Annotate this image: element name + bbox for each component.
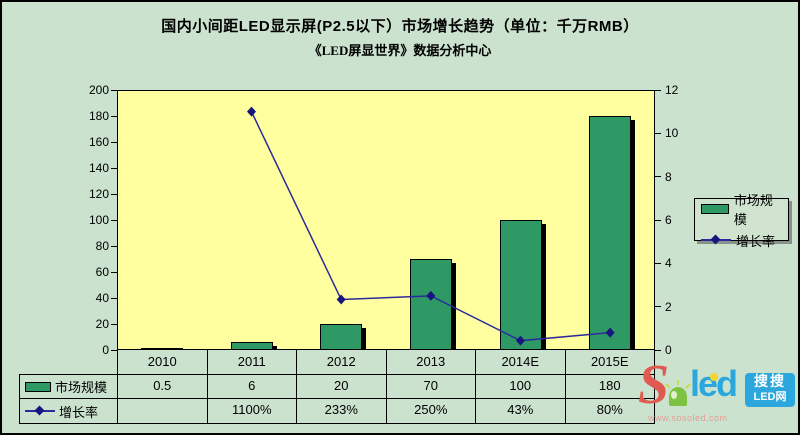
- x-axis-category-row: 2010 2011 2012 2013 2014E 2015E: [117, 350, 655, 374]
- left-axis-tick-mark: [111, 245, 117, 247]
- x-axis-label-2015E: 2015E: [590, 354, 629, 369]
- bar-2011: [230, 342, 273, 350]
- left-axis-tick-label: 0: [102, 343, 109, 357]
- left-axis-tick-label: 140: [88, 161, 109, 175]
- table-cell: 80%: [596, 402, 623, 417]
- right-axis-tick-mark: [655, 176, 661, 178]
- table-bar-swatch: [25, 381, 51, 392]
- left-axis-tick-label: 100: [88, 213, 109, 227]
- left-axis-tick-label: 160: [88, 135, 109, 149]
- bar-2012: [320, 324, 363, 350]
- logo-cn-badge: 搜搜 LED网: [745, 373, 795, 407]
- right-axis-tick-mark: [655, 306, 661, 308]
- bar-2010: [140, 348, 183, 350]
- right-axis-tick-label: 8: [665, 169, 672, 184]
- led-bulb-icon: [665, 379, 691, 414]
- logo-letter-s: S: [638, 354, 670, 416]
- legend-item-bar: 市场规模: [701, 190, 782, 228]
- data-table: 市场规模 0.5 6 20 70 100 180 增长率 1100% 233% 250% 43% 80%: [19, 374, 655, 424]
- left-axis-tick-label: 60: [95, 265, 109, 279]
- legend-line-swatch: [701, 234, 731, 245]
- table-cell: 100: [476, 375, 566, 398]
- logo-cn-top: 搜搜: [754, 373, 786, 389]
- legend-label: 增长率: [736, 233, 776, 249]
- right-axis-tick-label: 12: [665, 83, 679, 97]
- table-row-label: 增长率: [59, 404, 99, 420]
- left-axis-tick-label: 200: [88, 83, 109, 97]
- table-row-market-size: 市场规模 0.5 6 20 70 100 180: [20, 375, 654, 399]
- chart-title: 国内小间距LED显示屏(P2.5以下）市场增长趋势（单位：千万RMB）: [161, 18, 639, 35]
- x-axis-label-2013: 2013: [387, 350, 476, 374]
- x-axis-label-2014E: 2014E: [476, 350, 566, 374]
- table-cell: 233%: [297, 399, 387, 423]
- table-line-diamond: [34, 405, 45, 416]
- left-axis-tick-mark: [111, 219, 117, 221]
- line-marker-diamond: [605, 327, 615, 338]
- legend-line-diamond: [710, 234, 721, 245]
- left-axis-tick-mark: [111, 89, 117, 91]
- left-axis-tick-mark: [111, 141, 117, 143]
- right-axis-tick-label: 2: [665, 299, 672, 314]
- left-axis-tick-label: 120: [88, 187, 109, 201]
- left-axis-tick-mark: [111, 323, 117, 325]
- line-marker-diamond: [426, 290, 436, 301]
- table-row-label: 市场规模: [55, 380, 108, 395]
- left-axis-tick-mark: [111, 297, 117, 299]
- right-axis-tick-mark: [655, 219, 661, 221]
- bar-2015E: [589, 116, 632, 350]
- table-cell: 180: [598, 378, 621, 393]
- table-cell: 20: [297, 375, 387, 398]
- left-axis-tick-label: 40: [95, 291, 109, 305]
- table-cell: 0.5: [118, 375, 208, 398]
- legend-bar-swatch: [701, 203, 729, 214]
- chart-subtitle: 《LED屏显世界》数据分析中心: [308, 43, 492, 58]
- left-axis-tick-mark: [111, 271, 117, 273]
- watermark-logo: S led www.sosoled.com 搜搜 LED网: [638, 355, 795, 431]
- table-cell: 250%: [387, 399, 476, 423]
- left-axis-tick-mark: [111, 349, 117, 351]
- bar-2013: [409, 259, 452, 350]
- bar-2014E: [499, 220, 542, 350]
- plot-area: [117, 90, 655, 350]
- logo-yellow-dot: [710, 373, 718, 381]
- x-axis-label-2012: 2012: [297, 350, 387, 374]
- chart-legend: 市场规模 增长率: [694, 193, 789, 249]
- legend-item-line: 增长率: [701, 231, 782, 250]
- table-cell: 70: [387, 375, 476, 398]
- table-cell: [118, 399, 208, 423]
- table-row-growth-rate: 增长率 1100% 233% 250% 43% 80%: [20, 399, 654, 423]
- right-axis-tick-mark: [655, 89, 661, 91]
- line-marker-diamond: [247, 106, 256, 117]
- table-cell: 6: [208, 375, 297, 398]
- right-axis-tick-label: 0: [665, 343, 672, 357]
- line-marker-diamond: [516, 335, 525, 346]
- table-cell: 1100%: [208, 399, 297, 423]
- table-row-header: 市场规模: [20, 375, 118, 398]
- right-axis-tick-label: 4: [665, 256, 672, 271]
- right-axis-tick-label: 6: [665, 213, 672, 227]
- left-axis-tick-label: 180: [88, 109, 109, 123]
- x-axis-label-2010: 2010: [118, 350, 208, 374]
- logo-cn-bottom: LED网: [753, 391, 787, 403]
- right-axis-tick-mark: [655, 132, 661, 134]
- table-line-swatch: [25, 405, 55, 416]
- x-axis-label-2011: 2011: [208, 350, 297, 374]
- left-axis-tick-label: 20: [95, 317, 109, 331]
- line-marker-diamond: [336, 294, 346, 305]
- left-axis-tick-mark: [111, 115, 117, 117]
- growth-rate-line: [247, 106, 615, 346]
- right-axis-tick-mark: [655, 349, 661, 351]
- right-axis-tick-mark: [655, 262, 661, 264]
- table-cell: 43%: [476, 399, 566, 423]
- left-axis-tick-label: 80: [95, 239, 109, 253]
- left-axis-tick-mark: [111, 167, 117, 169]
- left-axis-tick-mark: [111, 193, 117, 195]
- legend-label: 市场规模: [733, 192, 773, 227]
- logo-url-text: www.sosoled.com: [648, 413, 728, 423]
- logo-text-led: led: [690, 363, 738, 404]
- right-axis-tick-label: 10: [665, 126, 679, 141]
- table-row-header: 增长率: [20, 399, 118, 423]
